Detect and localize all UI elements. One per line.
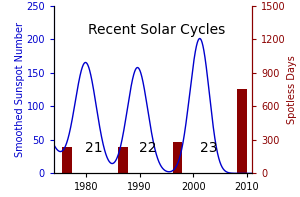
Y-axis label: Spotless Days: Spotless Days bbox=[287, 55, 297, 124]
Bar bbox=[237, 88, 247, 173]
Text: 23: 23 bbox=[200, 141, 218, 155]
Bar bbox=[173, 142, 182, 173]
Text: 22: 22 bbox=[139, 141, 156, 155]
Bar bbox=[118, 147, 128, 173]
Text: 21: 21 bbox=[85, 141, 103, 155]
Bar bbox=[62, 147, 72, 173]
Y-axis label: Smoothed Sunspot Number: Smoothed Sunspot Number bbox=[15, 22, 25, 157]
Text: Recent Solar Cycles: Recent Solar Cycles bbox=[88, 23, 226, 37]
